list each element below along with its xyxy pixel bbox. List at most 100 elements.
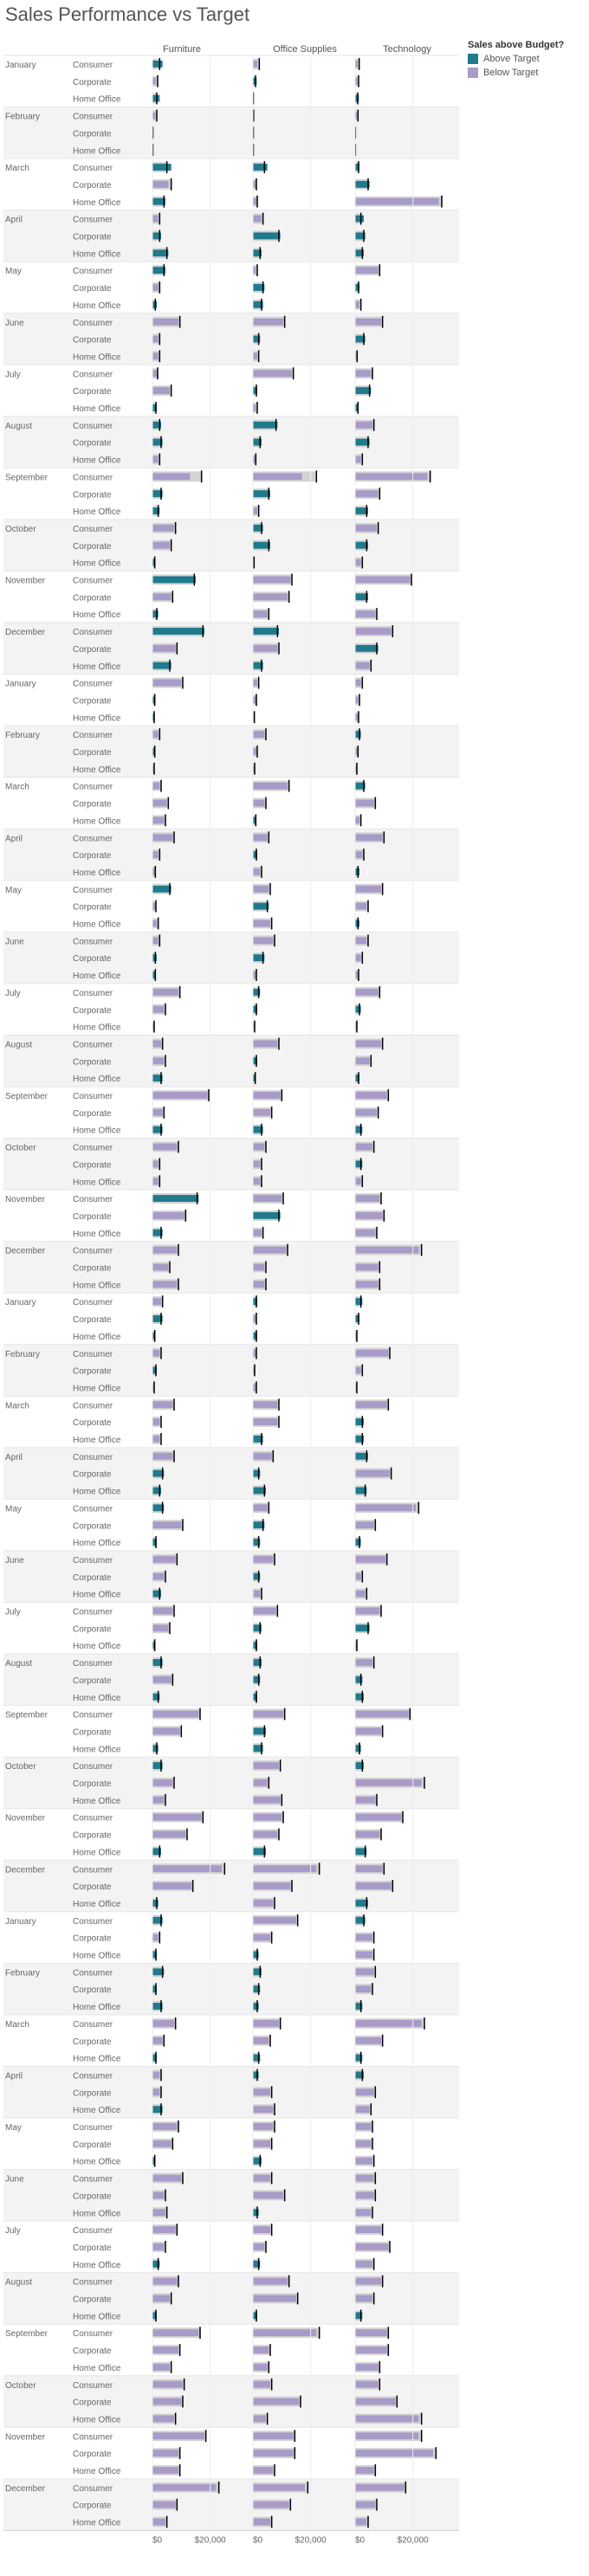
segment-label: Consumer <box>73 1144 113 1153</box>
segment-label: Corporate <box>73 1160 112 1170</box>
segment-label: Home Office <box>73 507 121 517</box>
bar-office-supplies <box>253 2140 270 2147</box>
legend-item-above[interactable]: Above Target <box>468 54 564 64</box>
month-label: February <box>5 1968 40 1978</box>
month-band <box>3 1035 459 1087</box>
bar-technology <box>355 1211 383 1219</box>
bar-technology <box>355 1745 361 1753</box>
segment-label: Corporate <box>73 2037 112 2047</box>
bar-office-supplies <box>253 2192 283 2199</box>
bar-furniture <box>152 1572 165 1580</box>
bar-office-supplies <box>253 799 265 807</box>
bar-office-supplies <box>253 1539 261 1546</box>
bar-office-supplies <box>253 1005 257 1013</box>
bar-office-supplies <box>253 748 256 755</box>
bar-furniture <box>152 1899 159 1907</box>
bar-technology <box>355 164 359 171</box>
bar-technology <box>355 1693 364 1701</box>
month-label: January <box>5 1917 36 1927</box>
segment-label: Home Office <box>73 1952 121 1961</box>
bar-furniture <box>152 834 173 842</box>
segment-label: Home Office <box>73 249 121 259</box>
bar-technology <box>355 1727 381 1735</box>
segment-label: Corporate <box>73 903 112 913</box>
bar-technology <box>355 954 361 962</box>
segment-label: Home Office <box>73 404 121 414</box>
bar-office-supplies <box>253 1710 283 1718</box>
bar-furniture <box>152 1916 163 1924</box>
bar-technology <box>355 94 359 102</box>
month-label: December <box>5 628 46 637</box>
bar-office-supplies <box>253 352 257 360</box>
segment-label: Home Office <box>73 2055 121 2064</box>
bar-technology <box>355 2003 363 2010</box>
month-band <box>3 1138 459 1191</box>
bar-technology <box>355 404 359 411</box>
segment-label: Home Office <box>73 1642 121 1651</box>
bar-office-supplies <box>253 2019 279 2027</box>
bar-furniture <box>152 1968 165 1976</box>
bar-technology <box>355 799 374 807</box>
bar-office-supplies <box>253 1762 279 1769</box>
bar-technology <box>355 2209 372 2217</box>
segment-label: Home Office <box>73 1281 121 1290</box>
bar-technology <box>355 249 364 257</box>
month-band <box>3 1654 459 1706</box>
bar-furniture <box>152 2192 165 2199</box>
month-label: July <box>5 1608 21 1617</box>
month-label: April <box>5 1453 23 1462</box>
bar-office-supplies <box>253 1813 282 1821</box>
bar-furniture <box>152 1830 186 1838</box>
segment-label: Home Office <box>73 301 121 311</box>
bar-office-supplies <box>253 284 265 291</box>
bar-office-supplies <box>253 2432 294 2440</box>
segment-label: Consumer <box>73 783 113 792</box>
bar-furniture <box>152 1951 157 1959</box>
bar-furniture <box>152 2329 199 2337</box>
bar-technology <box>355 2483 405 2491</box>
bar-technology <box>355 1263 379 1271</box>
bar-furniture <box>152 1263 169 1271</box>
bar-furniture <box>152 868 155 875</box>
segment-label: Consumer <box>73 2123 113 2133</box>
bar-technology <box>355 662 370 669</box>
segment-label: Home Office <box>73 765 121 775</box>
bar-technology <box>355 2089 374 2096</box>
bar-technology <box>355 2347 387 2353</box>
segment-label: Consumer <box>73 164 113 173</box>
bar-office-supplies <box>253 679 257 687</box>
bar-office-supplies <box>253 215 262 223</box>
bar-furniture <box>152 1436 160 1443</box>
segment-label: Corporate <box>73 1831 112 1841</box>
segment-label: Corporate <box>73 439 112 449</box>
bar-office-supplies <box>253 387 257 394</box>
bar-office-supplies <box>253 1195 282 1202</box>
bar-office-supplies <box>253 370 292 378</box>
bar-furniture <box>152 1504 165 1512</box>
bar-technology <box>355 1092 387 1099</box>
segment-label: Corporate <box>73 1985 112 1995</box>
segment-label: Consumer <box>73 2329 113 2339</box>
bar-technology <box>355 902 367 910</box>
segment-label: Consumer <box>73 886 113 895</box>
segment-label: Consumer <box>73 473 113 482</box>
legend-item-below[interactable]: Below Target <box>468 68 564 78</box>
bar-furniture <box>152 455 159 463</box>
segment-label: Home Office <box>73 2209 121 2218</box>
bar-technology <box>355 1572 361 1580</box>
bar-technology <box>355 1539 361 1546</box>
bar-furniture <box>152 2467 178 2474</box>
bar-furniture <box>152 610 159 618</box>
bar-office-supplies <box>253 232 281 240</box>
bar-technology <box>355 387 372 394</box>
bar-furniture <box>152 1882 191 1889</box>
column-header-office-supplies: Office Supplies <box>273 44 337 55</box>
bar-furniture <box>152 352 159 360</box>
segment-label: Home Office <box>73 1333 121 1342</box>
bar-technology <box>355 920 359 927</box>
bar-furniture <box>152 765 154 772</box>
bar-office-supplies <box>253 593 288 601</box>
bar-technology <box>355 1023 357 1030</box>
bar-furniture <box>152 1315 163 1322</box>
bar-technology <box>355 1005 361 1013</box>
